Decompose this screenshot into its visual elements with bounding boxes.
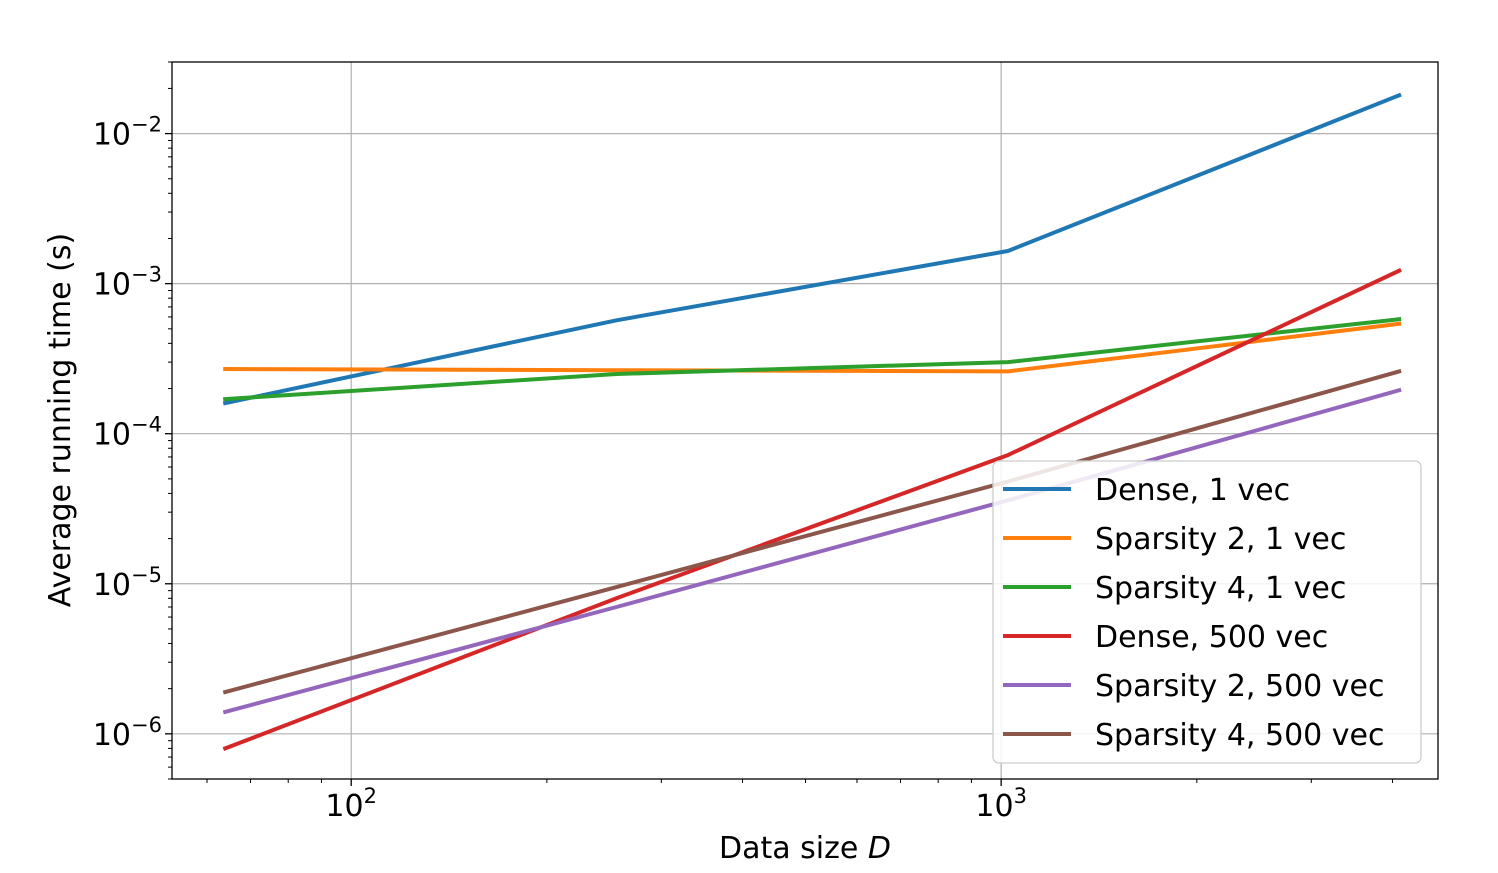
y-axis-title: Average running time (s)	[43, 233, 78, 607]
series-line-1	[222, 92, 1402, 406]
plot-area-frame	[171, 61, 1439, 780]
x-tick-label: 103	[975, 784, 1027, 824]
series-line-2	[223, 321, 1402, 374]
x-tick-label: 102	[325, 784, 377, 824]
legend-label-5: Sparsity 2, 500 vec	[1095, 669, 1384, 704]
series-line-4	[222, 268, 1402, 751]
x-axis-title: Data size D	[719, 831, 891, 866]
legend-label-1: Dense, 1 vec	[1095, 473, 1290, 508]
y-tick-label: 10−2	[93, 113, 162, 153]
y-tick-label: 10−6	[93, 713, 162, 753]
minor-ticks	[168, 61, 1393, 783]
legend-label-3: Sparsity 4, 1 vec	[1095, 571, 1346, 606]
legend-label-2: Sparsity 2, 1 vec	[1095, 522, 1346, 557]
x-tick-labels: 102 103	[325, 784, 1027, 824]
legend: Dense, 1 vec Sparsity 2, 1 vec Sparsity 4,…	[992, 460, 1422, 764]
series-line-3	[223, 316, 1402, 402]
series-line-6	[222, 368, 1402, 695]
major-ticks	[165, 132, 1002, 786]
y-tick-label: 10−5	[93, 563, 162, 603]
y-tick-labels: 10−2 10−3 10−4 10−5 10−6	[93, 113, 162, 753]
legend-label-6: Sparsity 4, 500 vec	[1095, 718, 1384, 753]
y-tick-label: 10−3	[93, 263, 162, 303]
y-tick-label: 10−4	[93, 413, 162, 453]
series-lines	[222, 92, 1402, 751]
legend-label-4: Dense, 500 vec	[1095, 620, 1328, 655]
series-line-5	[222, 387, 1402, 715]
legend-box	[992, 460, 1422, 764]
